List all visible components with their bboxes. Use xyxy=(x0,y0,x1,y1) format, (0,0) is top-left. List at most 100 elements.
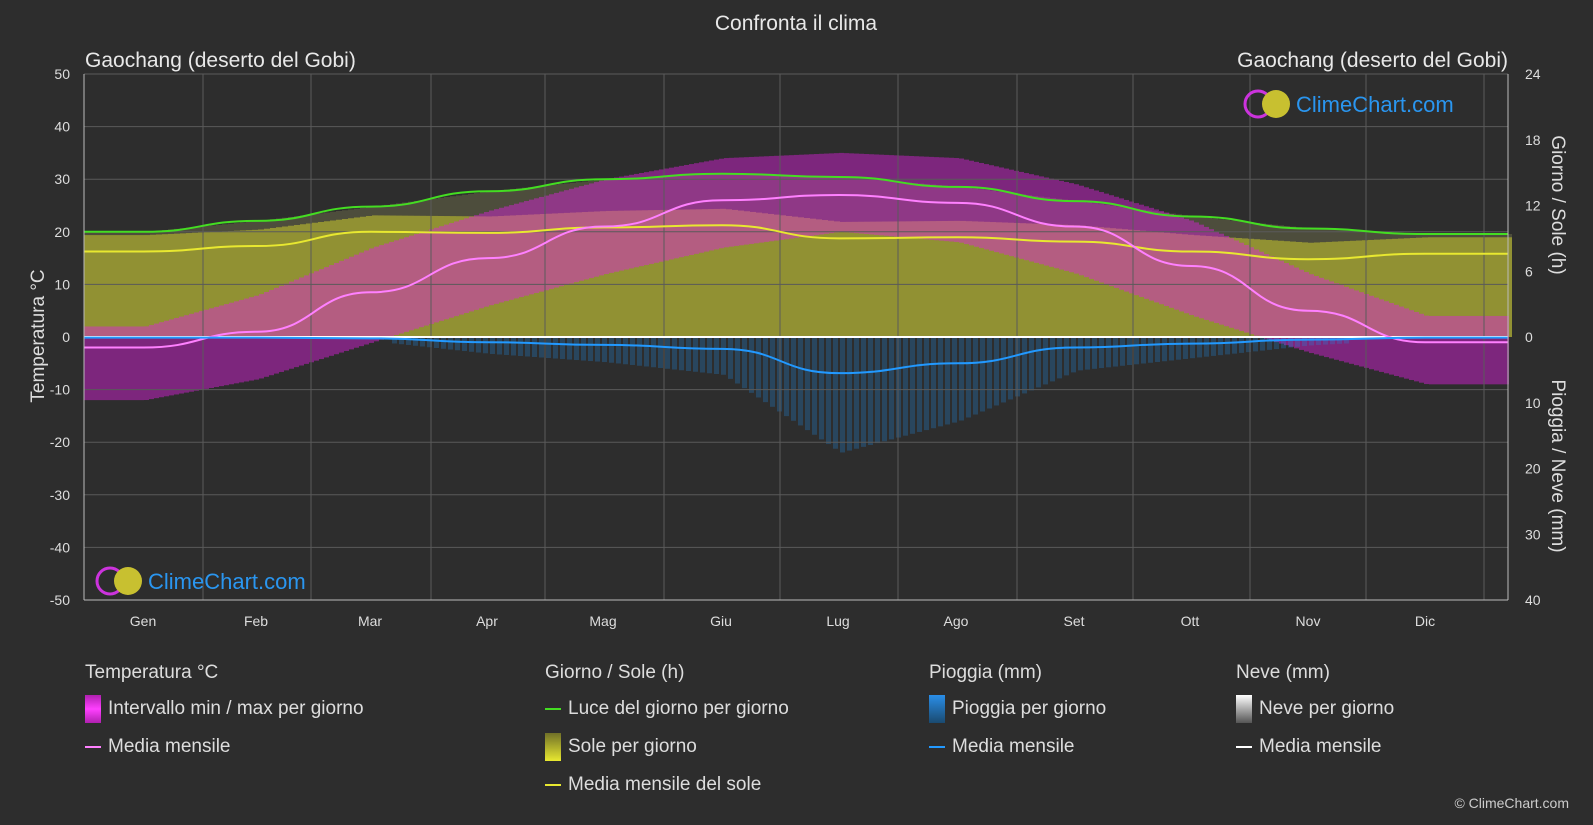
temp-range-bar xyxy=(1034,175,1039,263)
rain-bar xyxy=(637,337,642,366)
temp-range-bar xyxy=(919,156,924,239)
temp-range-bar xyxy=(674,166,679,259)
rain-bar xyxy=(609,337,614,363)
y-right-bottom-tick-label: 40 xyxy=(1525,592,1541,608)
sun-bar xyxy=(462,216,468,337)
legend-sun-label: Sole per giorno xyxy=(568,736,697,757)
sun-bar xyxy=(1110,228,1116,337)
temp-range-bar xyxy=(879,154,884,236)
temp-range-bar xyxy=(1459,315,1464,385)
temp-range-bar xyxy=(199,311,204,390)
x-tick-label-gen: Gen xyxy=(130,613,156,629)
temp-range-bar xyxy=(1374,297,1379,371)
sun-bar xyxy=(1044,224,1050,337)
sun-bar xyxy=(1308,242,1314,337)
sun-bar xyxy=(384,215,390,337)
temp-range-bar xyxy=(159,322,164,398)
temp-range-bar xyxy=(249,297,254,381)
temp-range-bar xyxy=(184,315,189,393)
temp-range-bar xyxy=(1474,315,1479,385)
sun-bar xyxy=(1104,227,1110,337)
sun-bar xyxy=(768,213,774,337)
temp-range-bar xyxy=(1214,231,1219,324)
temp-range-bar xyxy=(1159,211,1164,305)
sun-bar xyxy=(1218,236,1224,337)
rain-bar xyxy=(469,337,474,352)
temp-range-bar xyxy=(709,160,714,251)
x-tick-label-lug: Lug xyxy=(826,613,849,629)
rain-bar xyxy=(616,337,621,364)
rain-bar xyxy=(679,337,684,371)
rain-bar xyxy=(910,337,915,434)
temp-range-bar xyxy=(129,326,134,401)
y-left-tick-label: -50 xyxy=(50,592,70,608)
y-right-bottom-tick-label: 30 xyxy=(1525,526,1541,542)
temp-range-bar xyxy=(819,153,824,235)
sun-bar xyxy=(252,229,258,337)
sun-bar xyxy=(1236,238,1242,337)
temp-range-bar xyxy=(1354,290,1359,366)
temp-range-bar xyxy=(1284,263,1289,346)
sun-bar xyxy=(1242,238,1248,337)
legend-rain: Pioggia (mm) Pioggia per giorno Media me… xyxy=(929,662,1106,766)
series-lines xyxy=(83,172,1508,375)
sun-bar xyxy=(348,218,354,337)
temp-range-bar xyxy=(1069,183,1074,273)
rain-bar xyxy=(658,337,663,368)
sun-bar xyxy=(642,210,648,337)
temp-range-bar xyxy=(94,326,99,401)
sun-bar xyxy=(1056,224,1062,337)
watermark-text-top: ClimeChart.com xyxy=(1296,92,1454,117)
legend-item-temp-mean: Media mensile xyxy=(85,728,364,766)
temp-range-bar xyxy=(564,190,569,285)
y-right-top-tick-label: 6 xyxy=(1525,263,1533,279)
rain-bar xyxy=(966,337,971,418)
rain-bar xyxy=(1050,337,1055,382)
y-left-tick-label: -20 xyxy=(50,434,70,450)
temp-range-bar xyxy=(699,162,704,253)
sun-bar xyxy=(1422,237,1428,337)
rain-bar xyxy=(525,337,530,357)
legend-item-snow-mean: Media mensile xyxy=(1236,728,1394,766)
temp-range-bar xyxy=(154,323,159,399)
legend-sun-mean-label: Media mensile del sole xyxy=(568,774,762,795)
sun-bar xyxy=(1368,239,1374,337)
sun-bar xyxy=(540,214,546,337)
temp-range-bar xyxy=(949,157,954,242)
sun-bar xyxy=(714,208,720,337)
rain-bar xyxy=(1078,337,1083,371)
sun-bar xyxy=(180,233,186,337)
sun-bar xyxy=(1428,237,1434,337)
temp-range-bar xyxy=(134,326,139,401)
rain-bar xyxy=(1253,337,1258,352)
sun-bar xyxy=(444,216,450,337)
sun-bar xyxy=(876,221,882,337)
sun-bar xyxy=(840,221,846,337)
sun-bar xyxy=(414,215,420,337)
sun-bar xyxy=(1344,241,1350,337)
temp-range-bar xyxy=(594,182,599,277)
sun-bar xyxy=(1080,225,1086,337)
rain-swatch xyxy=(929,695,945,723)
sun-bar xyxy=(132,235,138,337)
legend-rain-title: Pioggia (mm) xyxy=(929,662,1042,683)
temp-range-bar xyxy=(1369,295,1374,370)
sun-bar xyxy=(1128,229,1134,337)
sun-bar xyxy=(1176,233,1182,337)
sun-bar xyxy=(1170,233,1176,337)
temp-range-bar xyxy=(529,199,534,295)
sun-bar xyxy=(126,235,132,337)
temp-range-bar xyxy=(424,230,429,326)
temp-range-bar xyxy=(1174,215,1179,310)
temp-range-bar xyxy=(1099,192,1104,283)
legend-daylight-label: Luce del giorno per giorno xyxy=(568,698,789,719)
sun-bar xyxy=(900,221,906,337)
watermark-text-bottom: ClimeChart.com xyxy=(148,569,306,594)
temp-range-bar xyxy=(219,305,224,387)
rain-bar xyxy=(1057,337,1062,379)
temp-range-bar xyxy=(124,326,129,401)
sun-bar xyxy=(456,216,462,337)
rain-bar xyxy=(553,337,558,359)
rain-bar xyxy=(889,337,894,440)
rain-bar xyxy=(581,337,586,361)
